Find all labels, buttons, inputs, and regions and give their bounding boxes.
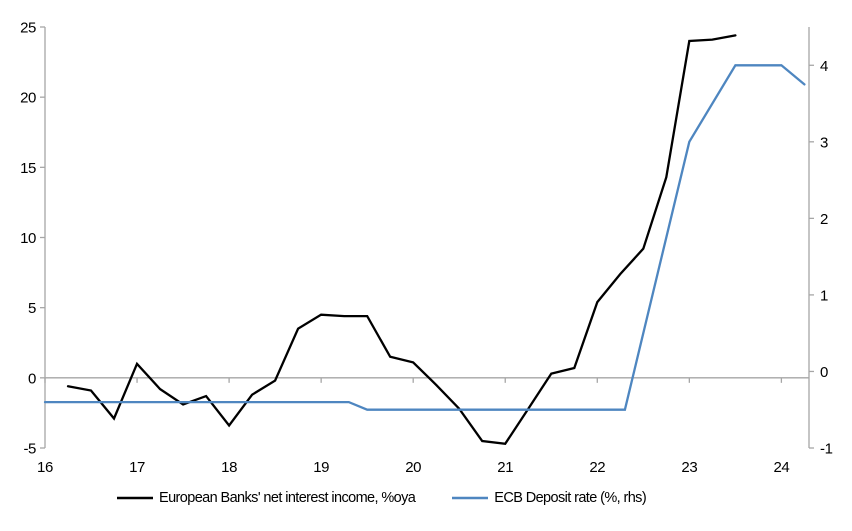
x-axis-tick-label-16: 16 (37, 459, 53, 476)
x-axis-tick-label-23: 23 (681, 459, 697, 476)
right-axis-tick-label-1: 1 (820, 287, 828, 304)
right-axis-tick-label-4: 4 (820, 58, 828, 75)
right-axis-tick-label-0: 0 (820, 364, 828, 381)
legend-label-ecb: ECB Deposit rate (%, rhs) (494, 490, 647, 506)
left-axis-tick-label-5: 5 (28, 300, 36, 317)
left-axis-tick-label-25: 25 (20, 20, 36, 37)
left-axis-tick-label-0: 0 (28, 370, 36, 387)
legend-item-nii: European Banks' net interest income, %oy… (116, 490, 416, 506)
x-axis-tick-label-22: 22 (589, 459, 605, 476)
series-line-ecb (43, 64, 806, 411)
x-axis-tick-label-17: 17 (129, 459, 145, 476)
x-axis-tick-label-19: 19 (313, 459, 329, 476)
nii-line-swatch (117, 496, 153, 500)
left-axis-tick-label-20: 20 (20, 90, 36, 107)
legend-label-nii: European Banks' net interest income, %oy… (159, 490, 416, 506)
x-axis-tick-label-20: 20 (405, 459, 421, 476)
legend-item-ecb: ECB Deposit rate (%, rhs) (451, 490, 647, 506)
left-axis-tick-label--5: -5 (23, 441, 36, 458)
right-axis-tick-label--1: -1 (820, 441, 833, 458)
ecb-line-swatch (452, 496, 489, 500)
x-axis-tick-label-24: 24 (773, 459, 789, 476)
series-line-nii (66, 34, 737, 446)
legend: European Banks' net interest income, %oy… (116, 490, 647, 506)
x-axis-tick-label-21: 21 (497, 459, 513, 476)
right-axis-tick-label-3: 3 (820, 134, 828, 151)
left-axis-tick-label-10: 10 (20, 230, 36, 247)
left-axis-tick-label-15: 15 (20, 160, 36, 177)
right-axis-tick-label-2: 2 (820, 211, 828, 228)
x-axis-tick-label-18: 18 (221, 459, 237, 476)
